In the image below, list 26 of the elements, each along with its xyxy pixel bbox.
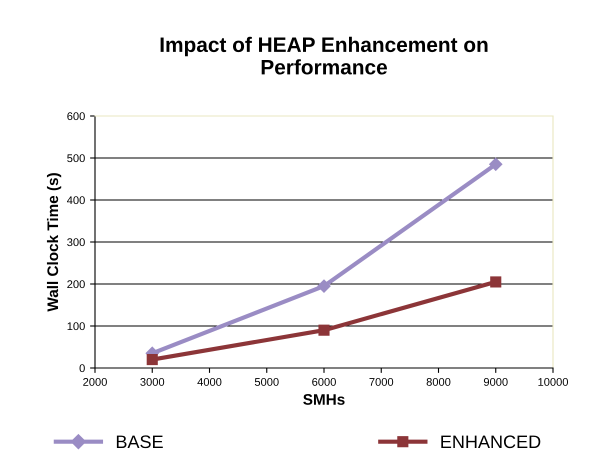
x-axis-title: SMHs	[303, 394, 345, 405]
x-tick-label: 2000	[83, 378, 107, 386]
legend-label: BASE	[116, 435, 163, 448]
x-tick-label: 3000	[140, 378, 164, 386]
y-tick-label: 0	[80, 364, 85, 372]
x-tick-label: 7000	[369, 378, 394, 386]
y-tick-label: 200	[67, 280, 85, 288]
point	[490, 276, 502, 288]
x-tick-label: 9000	[484, 378, 508, 386]
y-tick-label: 100	[68, 322, 85, 330]
x-tick-label: 6000	[312, 378, 336, 386]
y-tick-label: 500	[67, 154, 85, 162]
point	[489, 158, 502, 171]
y-tick-label: 600	[67, 112, 85, 120]
x-tick-label: 10000	[538, 378, 568, 386]
legend-label: ENHANCED	[441, 435, 540, 448]
x-tick-label: 8000	[426, 378, 450, 386]
y-tick-label: 400	[66, 196, 85, 204]
point	[318, 324, 330, 336]
x-tick-label: 5000	[254, 378, 279, 386]
y-axis-title: Wall Clock Time (s)	[46, 173, 62, 312]
point	[317, 280, 331, 293]
x-tick-label: 4000	[197, 378, 222, 386]
chart-title: Impact of HEAP Enhancement on Performance	[160, 36, 488, 75]
point	[146, 354, 158, 366]
y-tick-label: 300	[67, 238, 85, 246]
